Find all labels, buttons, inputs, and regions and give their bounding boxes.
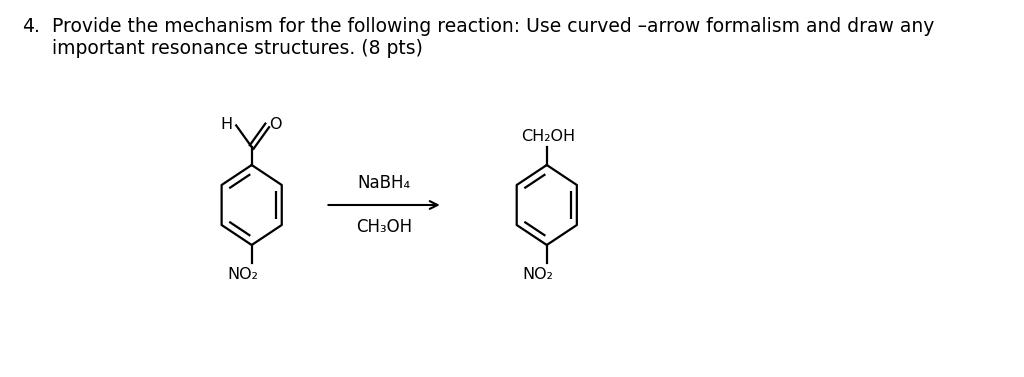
Text: 4.: 4.	[22, 17, 40, 36]
Text: NO₂: NO₂	[522, 267, 554, 282]
Text: NaBH₄: NaBH₄	[357, 174, 411, 192]
Text: O: O	[269, 117, 282, 132]
Text: Provide the mechanism for the following reaction: Use curved –arrow formalism an: Provide the mechanism for the following …	[52, 17, 935, 58]
Text: CH₃OH: CH₃OH	[356, 218, 412, 236]
Text: CH₂OH: CH₂OH	[521, 129, 575, 144]
Text: H: H	[220, 117, 232, 132]
Text: NO₂: NO₂	[227, 267, 258, 282]
